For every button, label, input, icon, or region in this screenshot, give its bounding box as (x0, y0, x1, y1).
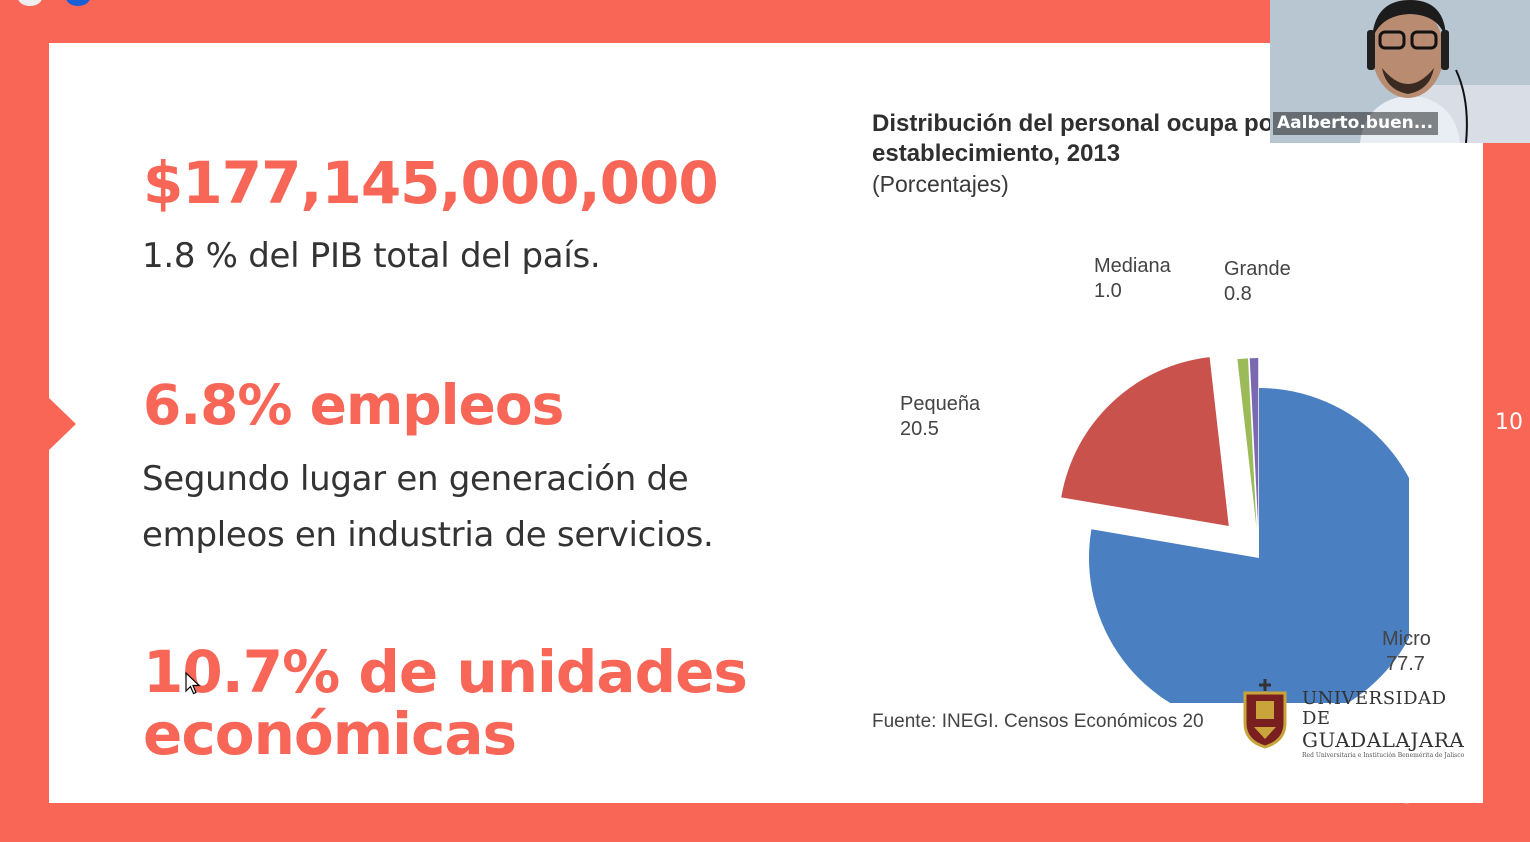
pie-slice-mediana (1237, 358, 1257, 529)
stat-gdp-amount: $177,145,000,000 (143, 149, 719, 217)
slice-name-mediana: Mediana (1094, 255, 1171, 277)
pie-label-grande: Grande 0.8 (1224, 257, 1291, 307)
chart-source: Fuente: INEGI. Censos Económicos 20 (872, 711, 1204, 732)
chart-subtitle: (Porcentajes) (872, 171, 1009, 197)
powered-by-zoom: Powered by Zoom (1302, 785, 1474, 805)
pie-label-mediana: Mediana 1.0 (1094, 254, 1171, 304)
presentation-slide: $177,145,000,000 1.8 % del PIB total del… (49, 43, 1483, 803)
slide-notch (49, 398, 76, 450)
university-tagline: Red Universitaria e Institución Beneméri… (1302, 752, 1465, 759)
stat-gdp-description: 1.8 % del PIB total del país. (142, 236, 601, 276)
pie-label-micro: Micro 77.7 (1382, 627, 1431, 677)
slide-page-number: 10 (1495, 410, 1523, 435)
mouse-cursor-icon (185, 672, 201, 695)
stat-employment-description: Segundo lugar en generación de empleos e… (142, 459, 714, 555)
university-name-line1: UNIVERSIDAD DE (1302, 688, 1447, 729)
menu-icon[interactable] (18, 0, 42, 6)
pie-slice-grande (1249, 358, 1259, 529)
participant-video[interactable]: Aalberto.buen... (1270, 0, 1530, 143)
stat-employment: 6.8% empleos (143, 373, 564, 437)
pie-slice-pequena (1061, 357, 1229, 527)
slice-name-grande: Grande (1224, 258, 1291, 280)
university-name-line2: GUADALAJARA (1302, 728, 1465, 752)
university-crest-icon (1243, 679, 1287, 749)
slice-name-micro: Micro (1382, 628, 1431, 650)
slice-value-pequena: 20.5 (900, 418, 939, 440)
pie-chart (1061, 357, 1409, 703)
participant-name: Aalberto.buen... (1273, 112, 1439, 135)
pie-slice-micro (1089, 388, 1409, 703)
top-toolbar-icons (18, 0, 108, 6)
slice-value-grande: 0.8 (1224, 283, 1252, 305)
slice-name-pequena: Pequeña (900, 393, 981, 415)
slice-value-mediana: 1.0 (1094, 280, 1122, 302)
slice-value-micro: 77.7 (1386, 653, 1425, 675)
university-logo: UNIVERSIDAD DE GUADALAJARA Red Universit… (1236, 675, 1476, 759)
participant-avatar-icon (1270, 0, 1530, 143)
stat-economic-units: 10.7% de unidades económicas (143, 638, 748, 768)
share-icon[interactable] (66, 0, 90, 6)
pie-label-pequena: Pequeña 20.5 (900, 392, 980, 442)
